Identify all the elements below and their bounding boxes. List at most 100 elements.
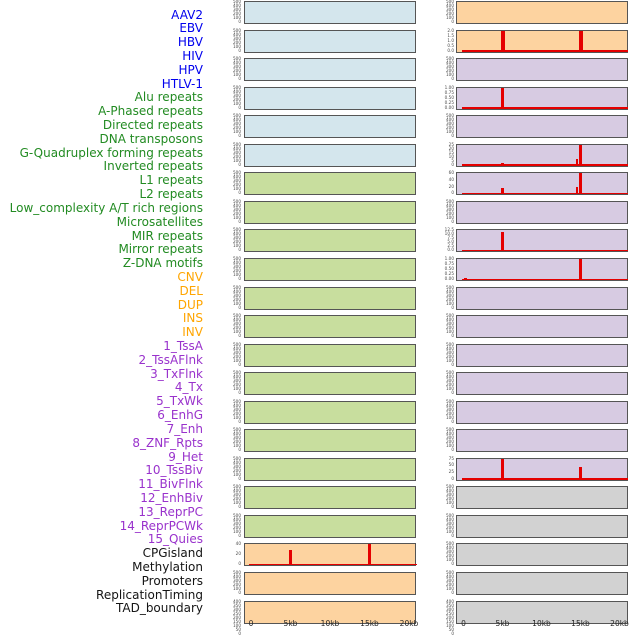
y-tick-label: 0 xyxy=(238,163,241,167)
y-tick-label: 0 xyxy=(451,591,454,595)
y-tick-label: 0 xyxy=(451,134,454,138)
signal-spike xyxy=(501,459,505,479)
row-label-promoters: Promoters xyxy=(0,575,203,589)
panel-right-methylation xyxy=(456,515,628,538)
panel-right-6-enhg xyxy=(456,201,628,224)
row-label-htlv-1: HTLV-1 xyxy=(0,78,203,92)
y-tick-label: 0 xyxy=(238,562,241,566)
panel-left-aav2 xyxy=(244,1,416,24)
row-label-l2-repeats: L2 repeats xyxy=(0,188,203,202)
y-tick-label: 0 xyxy=(238,134,241,138)
signal-baseline xyxy=(462,478,628,479)
row-label-methylation: Methylation xyxy=(0,561,203,575)
signal-spike xyxy=(501,163,504,166)
panel-left-a-phased-repeats xyxy=(244,201,416,224)
panel-right-ins xyxy=(456,1,628,24)
y-tick-label: 0.0 xyxy=(447,49,454,53)
row-label-alu-repeats: Alu repeats xyxy=(0,91,203,105)
signal-spike xyxy=(501,232,504,252)
x-axis-tick-label: 0 xyxy=(449,619,479,628)
y-tick-label: 2.0 xyxy=(447,29,454,33)
y-tick-label: 40 xyxy=(236,542,241,546)
panel-right-14-reprpcwk xyxy=(456,429,628,452)
panel-right-cpgisland xyxy=(456,486,628,509)
y-tick-label: 0 xyxy=(451,191,454,195)
row-label-3-txflnk: 3_TxFlnk xyxy=(0,368,203,382)
panel-left-htlv-1 xyxy=(244,144,416,167)
panel-left-ebv xyxy=(244,30,416,53)
row-label-2-tssaflnk: 2_TssAFlnk xyxy=(0,354,203,368)
x-axis-tick-label: 10kb xyxy=(527,619,557,628)
y-tick-label: 0 xyxy=(238,277,241,281)
x-axis-tick-label: 20kb xyxy=(394,619,424,628)
row-label-g-quadruplex-forming-repeats: G-Quadruplex forming repeats xyxy=(0,147,203,161)
y-tick-label: 0 xyxy=(451,534,454,538)
panel-left-low-complexity-a-t-rich-regions xyxy=(244,401,416,424)
y-tick-label: 0 xyxy=(238,191,241,195)
panel-left-l1-repeats xyxy=(244,344,416,367)
y-tick-label: 0.5 xyxy=(447,44,454,48)
panel-right-promoters xyxy=(456,543,628,566)
signal-spike xyxy=(464,50,467,52)
signal-baseline xyxy=(249,564,417,565)
signal-spike xyxy=(464,107,467,109)
signal-spike xyxy=(579,173,583,194)
row-label-mir-repeats: MIR repeats xyxy=(0,230,203,244)
y-tick-label: 0 xyxy=(238,420,241,424)
panel-right-15-quies xyxy=(456,458,628,481)
row-label-15-quies: 15_Quies xyxy=(0,533,203,547)
y-tick-label: 0 xyxy=(238,363,241,367)
y-tick-label: 0 xyxy=(451,391,454,395)
panel-right-11-bivflnk xyxy=(456,344,628,367)
y-tick-label: 0 xyxy=(451,334,454,338)
y-tick-label: 0 xyxy=(451,163,454,167)
row-label-1-tssa: 1_TssA xyxy=(0,340,203,354)
row-label-dna-transposons: DNA transposons xyxy=(0,133,203,147)
x-axis-tick-label: 20kb xyxy=(605,619,630,628)
signal-baseline xyxy=(462,50,628,51)
row-label-inv: INV xyxy=(0,326,203,340)
y-tick-label: 0 xyxy=(238,591,241,595)
signal-spike xyxy=(576,159,578,166)
y-tick-label: 0 xyxy=(451,306,454,310)
signal-baseline xyxy=(462,107,628,108)
signal-spike xyxy=(579,145,582,166)
panel-left-microsatellites xyxy=(244,429,416,452)
row-label-12-enhbiv: 12_EnhBiv xyxy=(0,492,203,506)
row-label-ebv: EBV xyxy=(0,22,203,36)
y-tick-label: 0 xyxy=(451,448,454,452)
row-label-8-znf-rpts: 8_ZNF_Rpts xyxy=(0,437,203,451)
y-tick-label: 25 xyxy=(449,470,454,474)
row-label-ins: INS xyxy=(0,312,203,326)
panel-left-del xyxy=(244,572,416,595)
row-label-cnv: CNV xyxy=(0,271,203,285)
y-tick-label: 0 xyxy=(238,77,241,81)
signal-spike xyxy=(579,259,583,280)
y-tick-label: 75 xyxy=(449,457,454,461)
panel-left-mirror-repeats xyxy=(244,486,416,509)
row-label-9-het: 9_Het xyxy=(0,451,203,465)
signal-spike xyxy=(368,544,372,565)
signal-baseline xyxy=(462,193,628,194)
x-axis-tick-label: 15kb xyxy=(355,619,385,628)
y-tick-label: 0 xyxy=(451,562,454,566)
row-label-z-dna-motifs: Z-DNA motifs xyxy=(0,257,203,271)
row-label-dup: DUP xyxy=(0,299,203,313)
